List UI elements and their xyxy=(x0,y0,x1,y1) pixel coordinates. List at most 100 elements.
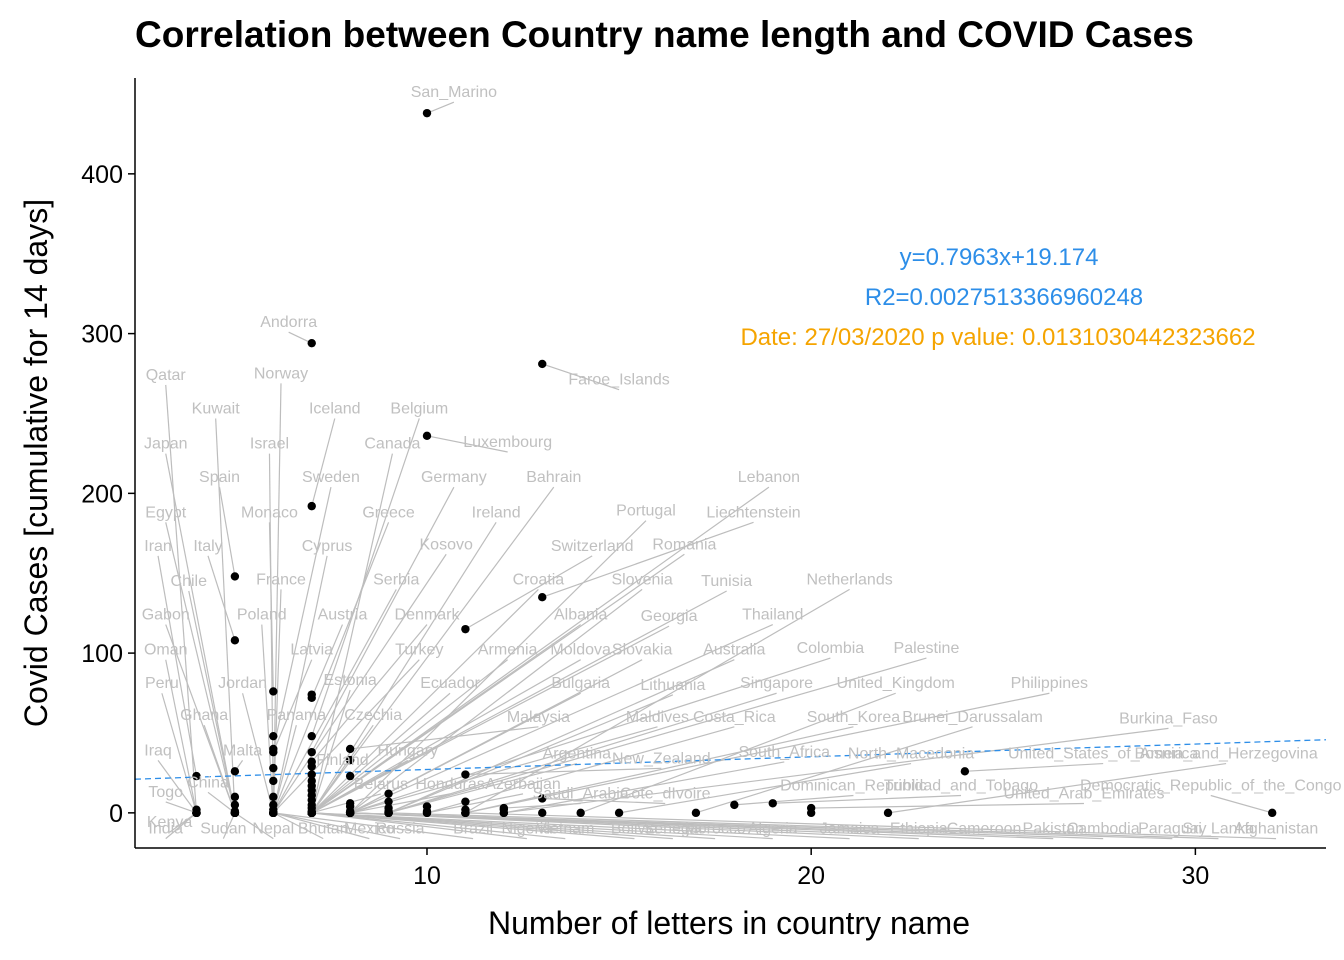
label-Azerbaijan: Azerbaijan xyxy=(485,776,561,793)
point-United_States_of_America xyxy=(960,767,970,776)
connector-India xyxy=(165,812,197,840)
point-extra-10 xyxy=(269,731,278,741)
connector-Cote_dIvoire xyxy=(542,797,666,805)
label-Hungary: Hungary xyxy=(378,742,438,759)
connector-Brazil xyxy=(273,812,474,840)
connector-United_Arab_Emirates xyxy=(811,802,1084,809)
label-United_States_of_America: United_States_of_America xyxy=(1008,746,1198,763)
point-extra-6 xyxy=(269,800,278,810)
label-Slovakia: Slovakia xyxy=(612,642,673,659)
connector-Palestine xyxy=(388,657,927,814)
y-tick-label: 100 xyxy=(81,640,123,668)
point-Trinidad_and_Tobago xyxy=(768,799,777,808)
connector-France xyxy=(272,589,282,813)
label-Portugal: Portugal xyxy=(616,503,676,520)
connector-Slovenia xyxy=(349,588,643,814)
label-San_Marino: San_Marino xyxy=(411,84,497,101)
connector-Estonia xyxy=(311,689,351,814)
point-extra-36 xyxy=(538,808,547,818)
connector-Iraq xyxy=(157,759,197,814)
point-Spain xyxy=(230,572,240,581)
connector-Austria xyxy=(311,624,344,699)
label-Bolivia: Bolivia xyxy=(611,821,658,838)
point-extra-7 xyxy=(269,792,278,802)
connector-Kosovo xyxy=(272,553,447,814)
label-Switzerland: Switzerland xyxy=(551,538,634,555)
connector-Maldives xyxy=(349,726,658,814)
label-Romania: Romania xyxy=(652,536,716,553)
point-extra-25 xyxy=(345,771,355,781)
point-extra-28 xyxy=(384,803,393,813)
point-extra-37 xyxy=(806,808,816,818)
label-Democratic_Republic_of_the_Congo: Democratic_Republic_of_the_Congo xyxy=(1080,777,1342,794)
connector-San_Marino xyxy=(426,101,455,114)
label-Pakistan: Pakistan xyxy=(1023,821,1084,838)
connector-Luxembourg xyxy=(426,435,508,453)
connector-Kuwait xyxy=(215,418,236,813)
label-Brunei_Darussalam: Brunei_Darussalam xyxy=(902,709,1043,726)
connector-Latvia xyxy=(272,659,313,753)
connector-Azerbaijan xyxy=(426,793,524,814)
connector-Nepal xyxy=(234,812,274,840)
label-Tunisia: Tunisia xyxy=(701,573,752,590)
label-Ireland: Ireland xyxy=(472,504,521,521)
point-Malaysia xyxy=(345,744,355,754)
label-Gabon: Gabon xyxy=(142,607,190,624)
connector-Germany xyxy=(311,486,455,753)
label-Sri_Lanka: Sri_Lanka xyxy=(1182,821,1254,838)
label-Brazil: Brazil xyxy=(453,821,493,838)
connector-Greece xyxy=(272,522,390,814)
point-New_Zealand xyxy=(461,770,470,779)
connector-Faroe_Islands xyxy=(542,363,620,391)
label-Croatia: Croatia xyxy=(513,571,565,588)
label-Cote_dIvoire: Cote_dIvoire xyxy=(620,785,711,802)
label-Vietnam: Vietnam xyxy=(536,821,594,838)
label-Ecuador: Ecuador xyxy=(420,675,480,692)
connector-Moldova xyxy=(311,659,581,814)
label-New_Zealand: New_Zealand xyxy=(612,750,711,767)
label-Lebanon: Lebanon xyxy=(738,469,800,486)
connector-Costa_Rica xyxy=(426,726,735,814)
label-Togo: Togo xyxy=(148,784,183,801)
connector-Liechtenstein xyxy=(542,521,754,598)
connector-Jordan xyxy=(241,693,274,814)
label-Bulgaria: Bulgaria xyxy=(551,675,610,692)
point-Latvia xyxy=(269,747,278,757)
connector-Spain xyxy=(218,487,236,577)
label-Estonia: Estonia xyxy=(323,672,376,689)
label-Georgia: Georgia xyxy=(641,608,698,625)
connector-United_States_of_America xyxy=(964,762,1104,772)
point-North_Macedonia xyxy=(614,808,624,818)
label-Dominican_Republic: Dominican_Republic xyxy=(780,777,927,794)
label-Nepal: Nepal xyxy=(252,821,294,838)
point-Luxembourg xyxy=(422,431,432,441)
connector-South_Korea xyxy=(465,726,854,814)
connector-Iran xyxy=(157,555,198,777)
point-extra-8 xyxy=(269,776,278,786)
label-Russia: Russia xyxy=(376,821,425,838)
label-Cambodia: Cambodia xyxy=(1067,821,1140,838)
label-Luxembourg: Luxembourg xyxy=(463,434,552,451)
regression-line xyxy=(134,739,1327,780)
connector-Tunisia xyxy=(311,590,727,814)
connector-Bosnia_and_Herzegovina xyxy=(887,762,1227,814)
label-Jamaica: Jamaica xyxy=(820,821,880,838)
label-Spain: Spain xyxy=(199,469,240,486)
point-extra-30 xyxy=(384,789,393,798)
label-Bhutan: Bhutan xyxy=(298,821,349,838)
connector-Ecuador xyxy=(311,692,451,814)
chart-title: Correlation between Country name length … xyxy=(135,14,1194,55)
label-Cameroon: Cameroon xyxy=(947,821,1022,838)
label-Serbia: Serbia xyxy=(373,571,419,588)
label-Ghana: Ghana xyxy=(180,707,228,724)
date-pvalue-annotation: Date: 27/03/2020 p value: 0.013103044232… xyxy=(740,324,1255,351)
point-Belgium xyxy=(307,731,316,741)
label-Armenia: Armenia xyxy=(478,642,538,659)
label-Israel: Israel xyxy=(250,436,289,453)
point-extra-19 xyxy=(307,770,316,779)
connector-Colombia xyxy=(349,657,831,814)
point-Democratic_Republic_of_the_Congo xyxy=(1268,808,1277,818)
label-Malaysia: Malaysia xyxy=(507,709,570,726)
data-points xyxy=(192,108,1277,818)
